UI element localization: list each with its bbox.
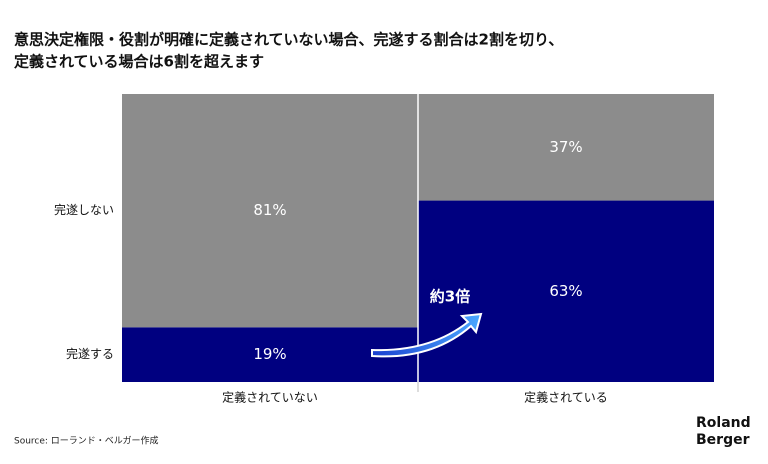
- segment: [122, 327, 418, 382]
- chart-title: 意思決定権限・役割が明確に定義されていない場合、完遂する割合は2割を切り、: [14, 31, 563, 49]
- value-label: 37%: [549, 138, 582, 156]
- segment: [122, 94, 418, 328]
- logo: Roland: [696, 415, 751, 431]
- value-label: 19%: [253, 345, 286, 363]
- y-label: 完遂しない: [54, 202, 114, 217]
- value-label: 81%: [253, 201, 286, 219]
- segment: [418, 94, 714, 201]
- value-label: 63%: [549, 282, 582, 300]
- chart-title: 定義されている場合は6割を超えます: [14, 53, 264, 71]
- x-tick-label: 定義されている: [524, 390, 608, 405]
- logo: Berger: [696, 432, 750, 448]
- x-tick-label: 定義されていない: [222, 390, 318, 405]
- segment: [418, 200, 714, 382]
- y-label: 完遂する: [66, 346, 114, 361]
- source: Source: ローランド・ベルガー作成: [14, 435, 159, 447]
- arrow: [371, 312, 483, 358]
- annotation: 約3倍: [430, 288, 470, 306]
